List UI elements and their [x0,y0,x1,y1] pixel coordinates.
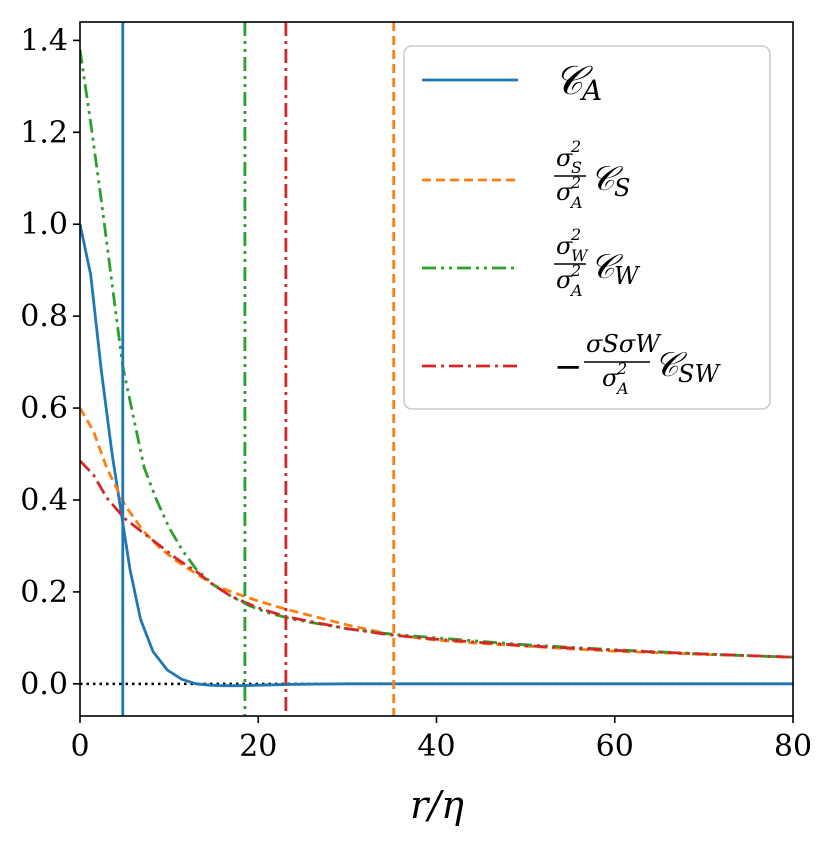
legend-numerator-sub: S [571,158,582,177]
legend-fraction-numerator: σ [556,232,573,260]
y-tick-label: 0.8 [20,299,68,334]
y-tick-label: 0.2 [20,575,68,610]
x-tick-label: 40 [417,729,455,764]
legend-subscript: S [614,174,630,202]
legend-fraction-denominator: σ [556,266,573,294]
x-tick-label: 0 [70,729,89,764]
y-tick-label: 1.4 [20,23,68,58]
legend-numerator-sup: 2 [570,137,581,156]
legend-denominator-sup: 2 [570,173,581,192]
x-tick-label: 20 [239,729,277,764]
y-tick-label: 1.2 [20,115,68,150]
x-tick-label: 60 [596,729,634,764]
legend-denominator-sup: 2 [570,261,581,280]
series-line-1 [80,407,793,659]
legend-box [403,45,771,410]
legend-denominator-sub: A [615,379,629,398]
legend-prefix: − [554,347,583,387]
legend-denominator-sup: 2 [616,359,627,378]
series-layer [80,49,793,688]
legend-numerator-sub: W [571,246,589,265]
y-tick-label: 0.4 [20,483,68,518]
vline-layer [121,22,396,716]
series-line-3 [80,459,793,659]
legend-subscript: W [614,262,641,290]
x-tick-label: 80 [774,729,812,764]
legend-fraction-denominator: σ [602,364,619,392]
axes-layer: 0 20 40 60 80 0.0 0.2 0.4 0.6 0.8 1.0 1.2 1.4 [20,21,812,764]
legend-numerator-sup: 2 [570,225,581,244]
x-axis-label: r/η [410,783,464,827]
legend-subscript: SW [678,360,721,388]
legend-fraction-numerator: σ [556,144,573,172]
y-tick-label: 1.0 [20,207,68,242]
legend-fraction-denominator: σ [556,178,573,206]
y-tick-label: 0.0 [20,667,68,702]
legend-subscript: A [579,74,602,107]
y-tick-label: 0.6 [20,391,68,426]
legend-denominator-sub: A [569,193,583,212]
legend-denominator-sub: A [569,281,583,300]
legend-fraction-numerator: σSσW [586,330,662,358]
